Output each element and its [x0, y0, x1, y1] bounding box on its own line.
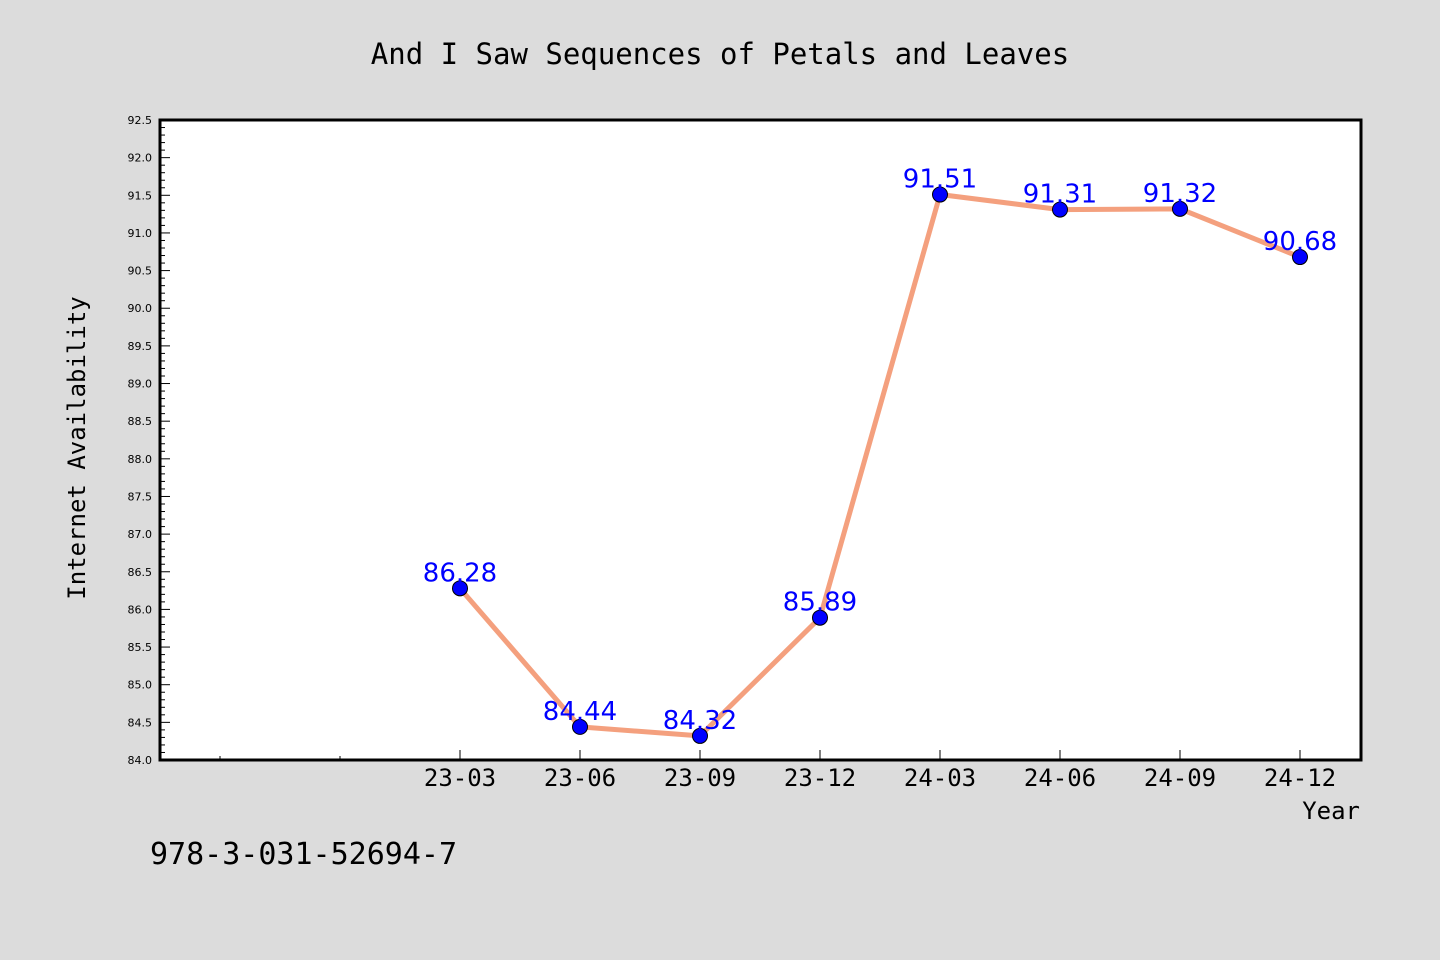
y-tick-label: 88.5	[128, 415, 153, 428]
y-axis-ticks: 84.0 84.5 85.0 85.5 86.0 86.5 87.0 87.5 88.0 88.5…	[128, 114, 170, 767]
x-tick-label: 24-03	[904, 764, 976, 792]
footer-code: 978-3-031-52694-7	[150, 837, 457, 872]
data-label: 86.28	[423, 558, 497, 588]
series-markers	[452, 186, 1308, 744]
y-tick-label: 91.5	[128, 189, 153, 202]
y-tick-label: 89.0	[128, 378, 153, 391]
x-tick-label: 23-09	[664, 764, 736, 792]
x-tick-label: 23-06	[544, 764, 616, 792]
x-axis-ticks: 23-03 23-06 23-09 23-12 24-03 24-06 24-09 24-12	[219, 750, 1336, 792]
data-point	[1052, 201, 1068, 218]
data-label: 91.32	[1143, 179, 1217, 209]
x-tick-label: 24-12	[1264, 764, 1336, 792]
y-tick-label: 86.0	[128, 603, 153, 616]
y-tick-label: 92.5	[128, 114, 153, 127]
data-label: 84.32	[663, 706, 737, 736]
plot-area	[158, 118, 1363, 762]
y-tick-label: 92.0	[128, 152, 153, 165]
data-point	[1172, 200, 1188, 217]
data-label: 84.44	[543, 697, 617, 727]
data-point	[452, 580, 468, 597]
data-point	[692, 727, 708, 744]
y-tick-label: 90.0	[128, 302, 153, 315]
y-tick-label: 90.5	[128, 265, 153, 278]
x-tick-label: 23-12	[784, 764, 856, 792]
x-axis-label: Year	[1302, 797, 1360, 825]
y-tick-label: 87.5	[128, 490, 153, 503]
y-tick-label: 89.5	[128, 340, 153, 353]
series-line	[457, 192, 1303, 739]
y-tick-label: 84.5	[128, 716, 153, 729]
y-tick-label: 85.5	[128, 641, 153, 654]
data-label: 90.68	[1263, 227, 1337, 257]
x-tick-label: 24-09	[1144, 764, 1216, 792]
y-tick-label: 87.0	[128, 528, 153, 541]
y-tick-label: 88.0	[128, 453, 153, 466]
y-tick-label: 91.0	[128, 227, 153, 240]
data-point	[812, 609, 828, 626]
x-tick-label: 23-03	[424, 764, 496, 792]
y-tick-label: 86.5	[128, 566, 153, 579]
y-tick-label: 85.0	[128, 679, 153, 692]
x-tick-label: 24-06	[1024, 764, 1096, 792]
data-point	[932, 186, 948, 203]
data-label: 85.89	[783, 588, 857, 618]
y-axis-label: Internet Availability	[63, 296, 91, 599]
data-point	[1292, 249, 1308, 266]
y-tick-label: 84.0	[128, 754, 153, 767]
data-point	[572, 718, 588, 735]
data-label: 91.31	[1023, 180, 1097, 210]
data-label: 91.51	[903, 165, 977, 195]
chart-title: And I Saw Sequences of Petals and Leaves	[371, 37, 1069, 71]
data-labels: 86.28 84.44 84.32 85.89 91.51 91.31 91.32 90.68	[423, 165, 1337, 736]
